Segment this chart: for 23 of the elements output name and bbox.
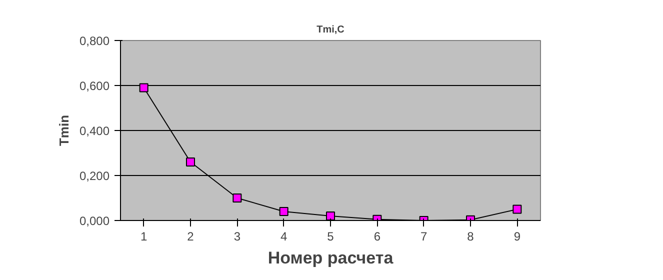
y-tick-label: 0,400 bbox=[79, 124, 110, 138]
point bbox=[279, 207, 288, 216]
y-tick-label: 0,000 bbox=[79, 214, 110, 228]
x-tick-label: 4 bbox=[280, 230, 288, 244]
x-tick-label: 8 bbox=[467, 230, 474, 244]
point bbox=[139, 83, 148, 92]
point bbox=[186, 158, 195, 166]
point bbox=[512, 204, 522, 214]
x-tick-label: 5 bbox=[327, 230, 334, 244]
y-tick-label: 0,200 bbox=[79, 169, 110, 183]
y-tick-label: 0,800 bbox=[79, 34, 110, 48]
x-tick-label: 6 bbox=[374, 230, 381, 244]
chart-title: Tmi,C bbox=[316, 24, 344, 36]
x-tick-label: 3 bbox=[234, 230, 241, 244]
x-tick-label: 2 bbox=[187, 230, 194, 244]
y-axis-title: Tmin bbox=[56, 114, 72, 146]
x-tick-label: 1 bbox=[140, 230, 148, 244]
x-tick-label: 7 bbox=[420, 230, 428, 244]
x-tick-label: 9 bbox=[514, 230, 521, 244]
y-tick-label: 0,600 bbox=[79, 79, 110, 93]
x-axis-title: Номер расчета bbox=[268, 248, 394, 268]
point bbox=[326, 212, 335, 220]
point bbox=[232, 194, 242, 202]
